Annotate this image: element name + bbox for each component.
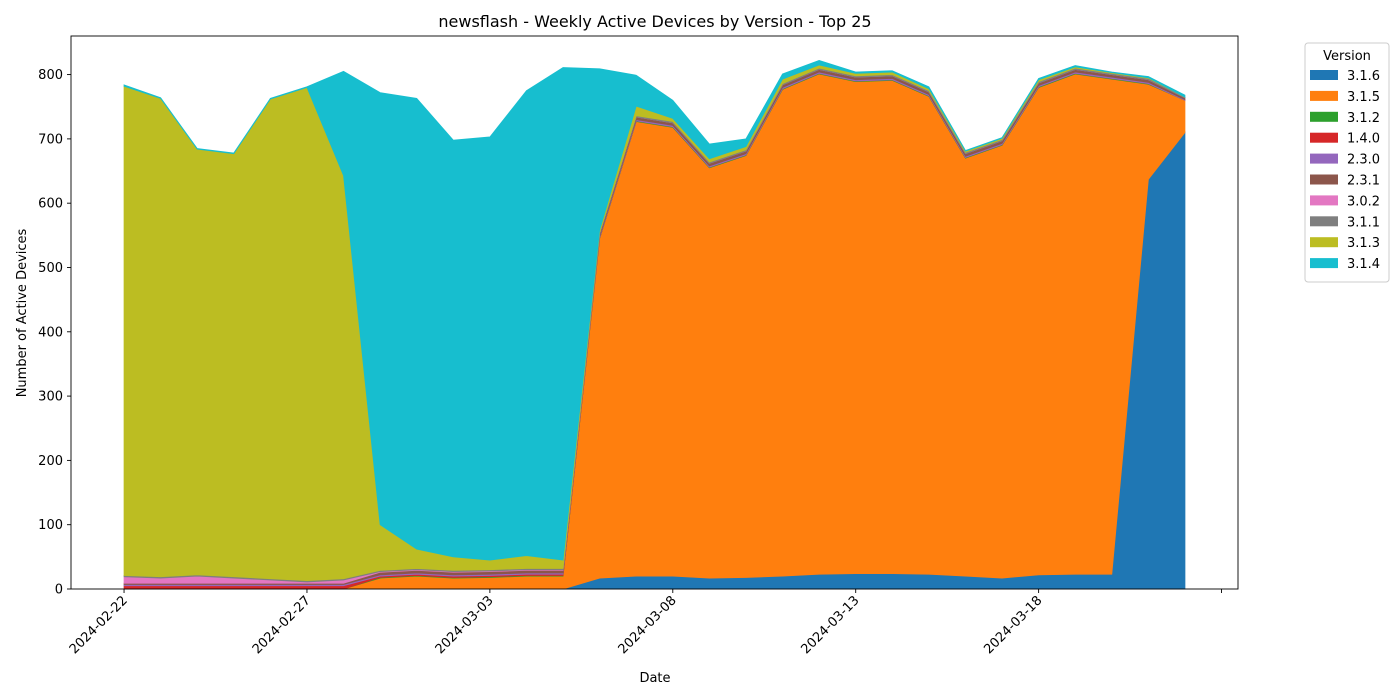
chart-title: newsflash - Weekly Active Devices by Ver… [438, 12, 871, 31]
legend-swatch [1310, 90, 1338, 101]
plot-frame [70, 35, 1239, 590]
legend-swatch [1310, 153, 1338, 164]
areas-layer [123, 60, 1186, 590]
legend-label: 2.3.1 [1347, 174, 1380, 189]
legend-label: 3.1.5 [1347, 90, 1380, 105]
legend-swatch [1310, 237, 1338, 248]
y-tick-label: 0 [55, 583, 63, 598]
legend-label: 3.1.3 [1347, 236, 1380, 251]
legend-title: Version [1323, 49, 1371, 64]
y-tick-label: 200 [38, 454, 63, 469]
legend-swatch [1310, 195, 1338, 206]
legend-label: 3.1.1 [1347, 215, 1380, 230]
legend-swatch [1310, 132, 1338, 143]
legend-label: 3.0.2 [1347, 194, 1380, 209]
y-tick-label: 100 [38, 518, 63, 533]
legend-label: 3.1.4 [1347, 257, 1380, 272]
legend-label: 1.4.0 [1347, 132, 1380, 147]
legend: Version 3.1.6 3.1.5 3.1.2 1.4.0 2.3.0 2.3.1 3.0… [1304, 42, 1390, 283]
y-tick-label: 400 [38, 325, 63, 340]
y-tick-label: 700 [38, 132, 63, 147]
legend-swatch [1310, 111, 1338, 122]
legend-swatch [1310, 258, 1338, 269]
legend-swatch [1310, 216, 1338, 227]
y-axis-title: Number of Active Devices [15, 228, 30, 397]
legend-label: 2.3.0 [1347, 153, 1380, 168]
y-tick-label: 300 [38, 390, 63, 405]
legend-label: 3.1.2 [1347, 111, 1380, 126]
x-axis-title: Date [639, 671, 670, 686]
y-tick-label: 800 [38, 68, 63, 83]
legend-label: 3.1.6 [1347, 69, 1380, 84]
legend-swatch [1310, 174, 1338, 185]
y-tick-label: 600 [38, 197, 63, 212]
legend-swatch [1310, 70, 1338, 80]
y-tick-label: 500 [38, 261, 63, 276]
area-series-3-1-4 [123, 60, 1186, 561]
